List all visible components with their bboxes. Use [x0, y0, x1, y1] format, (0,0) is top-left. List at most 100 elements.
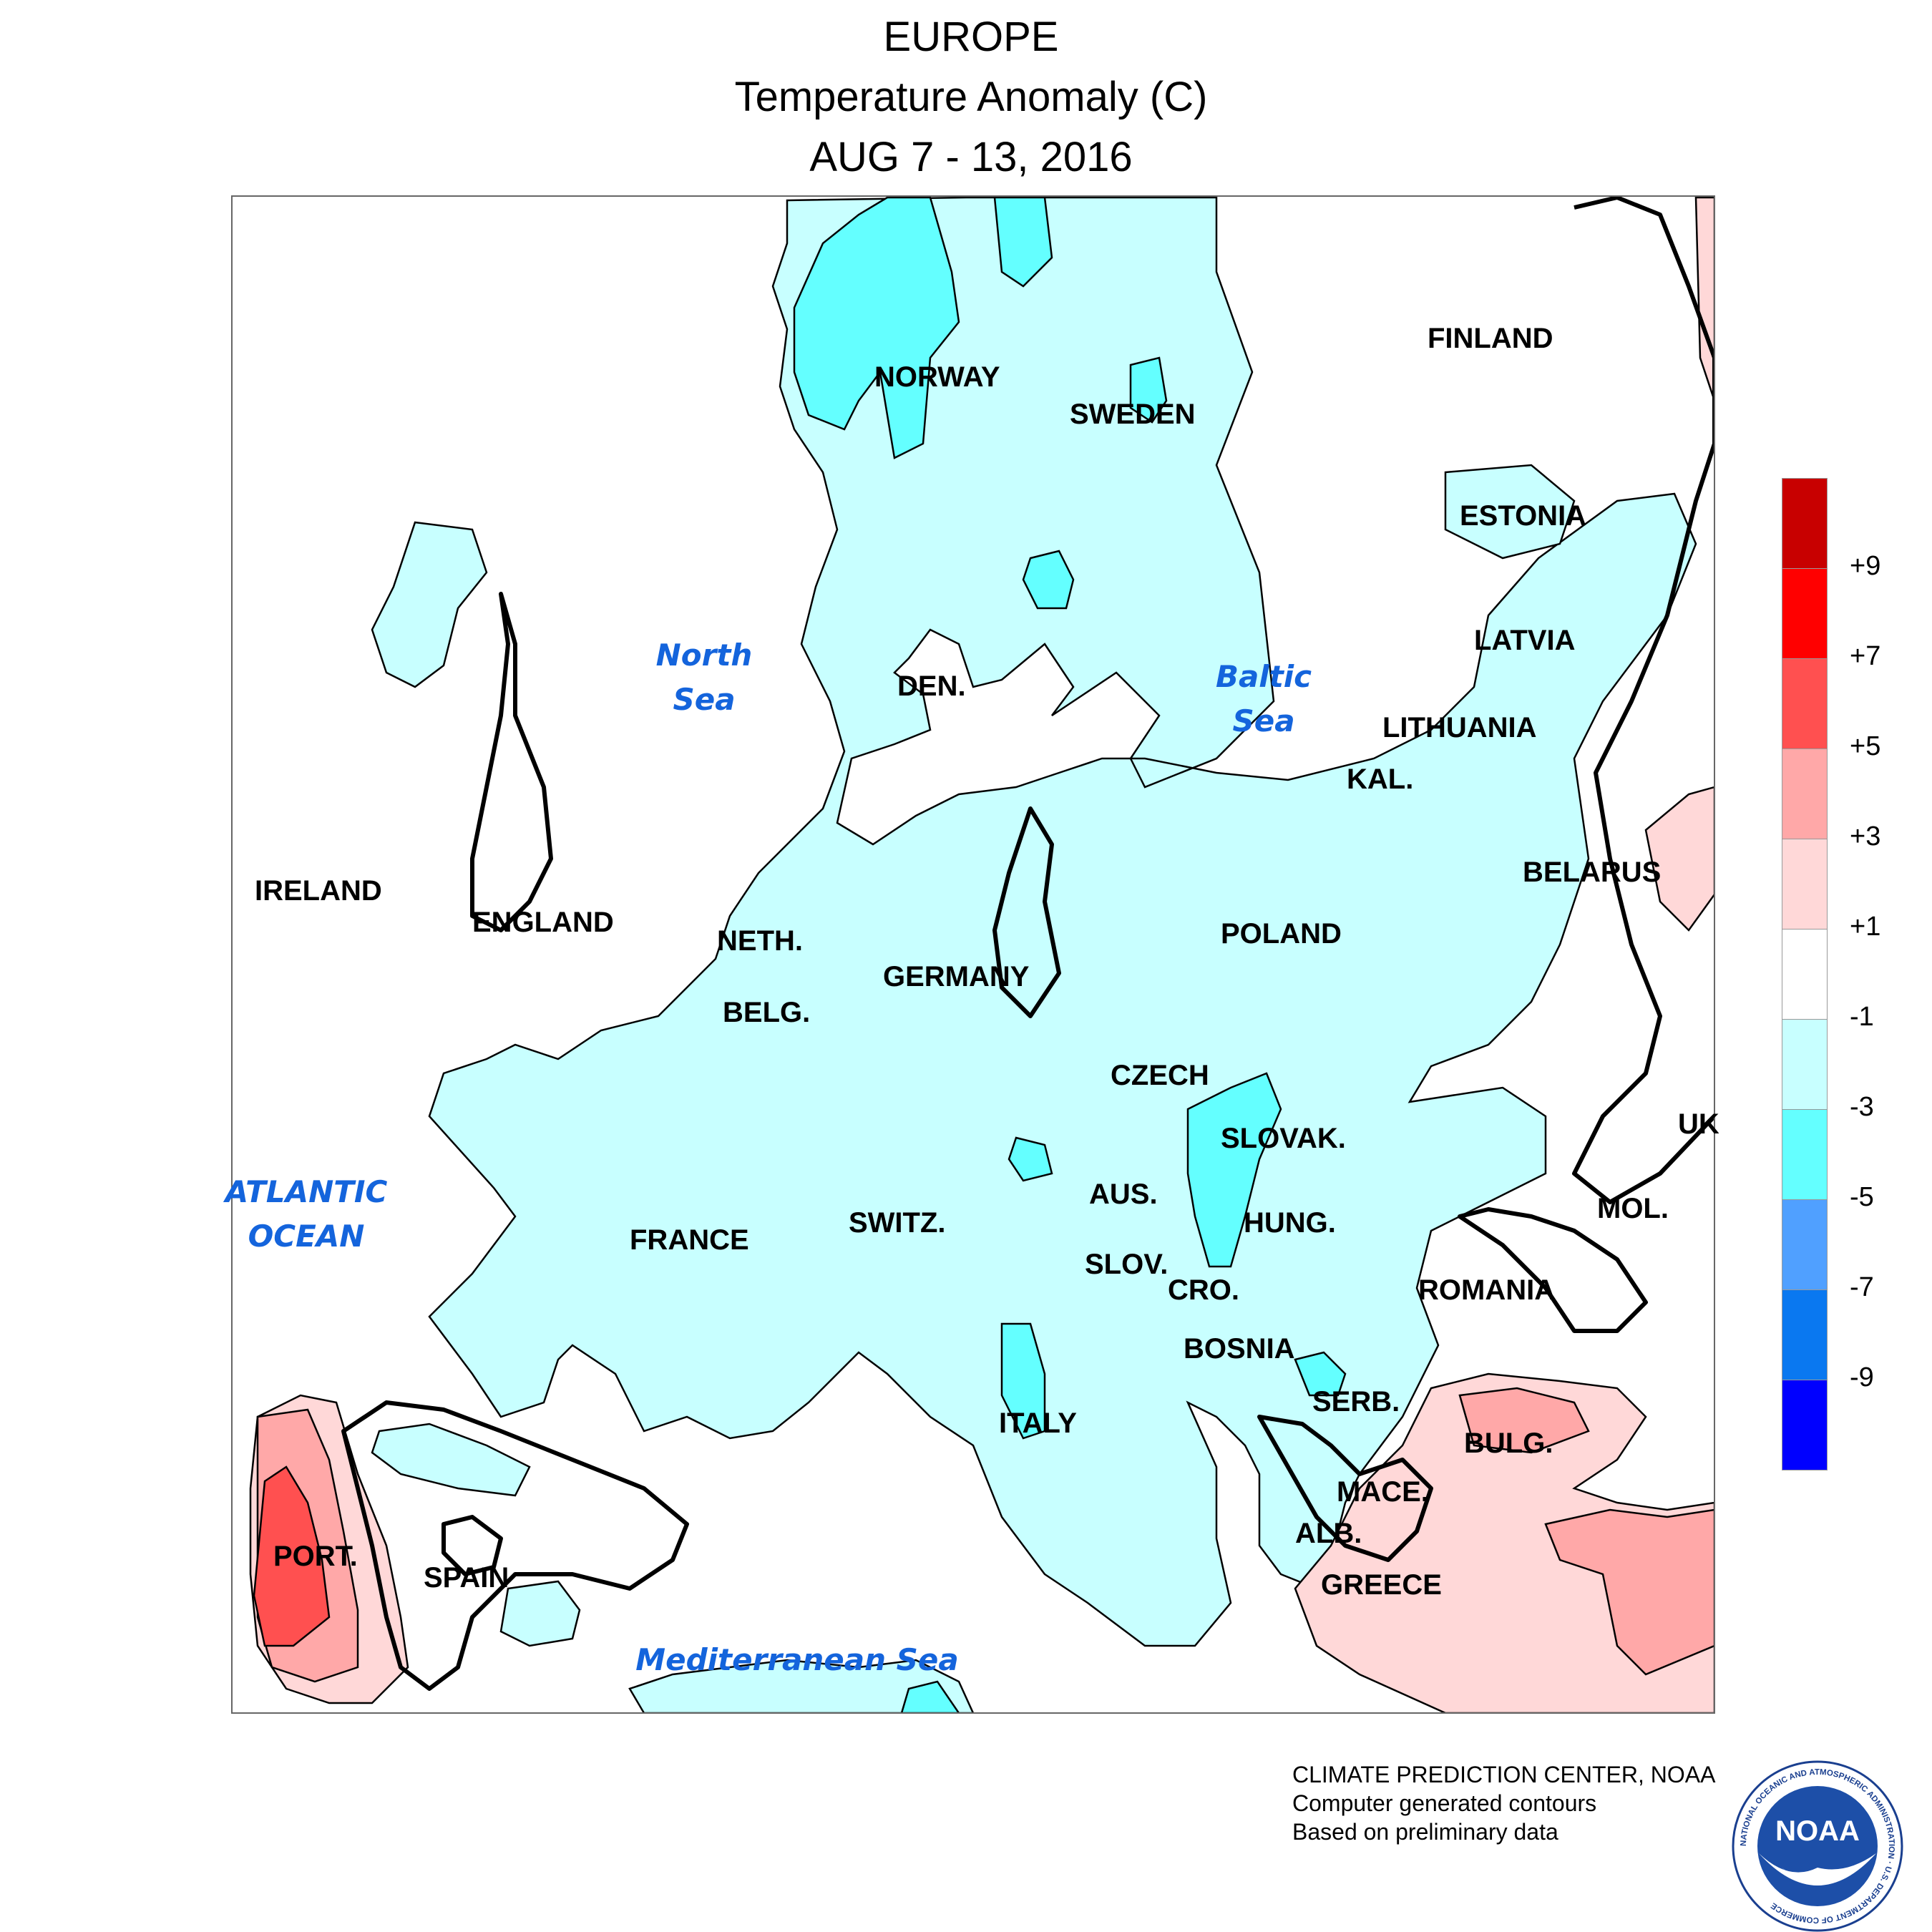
label-bosnia: BOSNIA — [1184, 1333, 1295, 1365]
label-latvia: LATVIA — [1474, 625, 1575, 656]
zero-contour-spain-interior — [441, 1515, 503, 1576]
legend-swatch — [1782, 748, 1828, 839]
label-switzerland: SWITZ. — [849, 1207, 946, 1239]
label-norway: NORWAY — [874, 361, 1000, 393]
cold-patch-norway-north — [993, 196, 1053, 288]
zero-contours — [341, 196, 1714, 1691]
label-belarus: BELARUS — [1523, 857, 1661, 888]
credit-line-3: Based on preliminary data — [1292, 1819, 1558, 1845]
legend-swatch — [1782, 1109, 1828, 1200]
label-moldova: MOL. — [1597, 1193, 1669, 1224]
label-finland: FINLAND — [1428, 323, 1553, 354]
legend-tick-label: -1 — [1850, 1002, 1874, 1032]
label-romania: ROMANIA — [1418, 1274, 1555, 1306]
legend-swatch — [1782, 1019, 1828, 1110]
cold-patch-italy — [1000, 1322, 1046, 1440]
label-ukraine: UK — [1678, 1108, 1719, 1140]
warmer-region-bulgaria — [1458, 1387, 1590, 1454]
legend-tick-label: -7 — [1850, 1272, 1874, 1302]
noaa-logo: NOAA NATIONAL OCEANIC AND ATMOSPHERIC AD… — [1732, 1760, 1903, 1932]
zero-contour-iberia — [341, 1400, 689, 1691]
label-austria: AUS. — [1089, 1179, 1158, 1210]
hot-region-portugal — [253, 1465, 331, 1647]
cold-patch-serbia — [1294, 1351, 1347, 1397]
label-hungary: HUNG. — [1244, 1207, 1336, 1239]
label-macedonia: MACE. — [1337, 1476, 1429, 1508]
cool-region-spain — [371, 1423, 531, 1497]
legend-colorbar — [1782, 478, 1828, 1470]
legend-tick-label: -9 — [1850, 1362, 1874, 1392]
cold-patch-norway — [793, 196, 960, 459]
label-atlantic-line2: OCEAN — [248, 1219, 365, 1254]
legend-swatch — [1782, 929, 1828, 1020]
warmer-region-turkey — [1544, 1508, 1714, 1676]
label-albania: ALB. — [1295, 1518, 1362, 1549]
legend-swatch — [1782, 478, 1828, 569]
noaa-logo-text: NOAA — [1775, 1815, 1860, 1847]
label-croatia: CRO. — [1168, 1274, 1239, 1306]
zero-contour-greece — [1257, 1415, 1433, 1562]
label-kaliningrad: KAL. — [1347, 763, 1413, 795]
legend-tick-label: +1 — [1850, 912, 1881, 942]
zero-contour-england — [470, 592, 553, 932]
cool-region-estonia — [1444, 464, 1576, 560]
legend-tick-label: +9 — [1850, 551, 1881, 581]
label-estonia: ESTONIA — [1460, 500, 1586, 532]
label-baltic-sea-line2: Sea — [1232, 703, 1294, 738]
legend-swatch — [1782, 1380, 1828, 1470]
legend-tick-label: -5 — [1850, 1182, 1874, 1212]
cool-region-scotland — [371, 521, 488, 688]
legend-swatch — [1782, 568, 1828, 659]
cold-patch-slovakia — [1186, 1072, 1282, 1268]
legend-tick-label: -3 — [1850, 1092, 1874, 1122]
legend-swatch — [1782, 839, 1828, 930]
zero-contour-germany-east — [992, 806, 1061, 1018]
legend-swatch — [1782, 1199, 1828, 1290]
label-ireland: IRELAND — [255, 875, 382, 907]
map-frame — [231, 195, 1715, 1714]
legend-tick-label: +5 — [1850, 731, 1881, 761]
label-mediterranean: Mediterranean Sea — [635, 1642, 958, 1677]
label-netherlands: NETH. — [717, 925, 803, 957]
cool-region-spain-south — [499, 1580, 581, 1647]
cold-patch-alps — [1008, 1136, 1053, 1182]
label-czech: CZECH — [1111, 1060, 1209, 1091]
label-bulgaria: BULG. — [1464, 1428, 1553, 1459]
label-france: FRANCE — [630, 1224, 749, 1256]
label-slovenia: SLOV. — [1085, 1249, 1168, 1280]
zero-contour-east — [1572, 196, 1714, 1204]
label-north-sea-line1: North — [656, 638, 753, 673]
map-title: EUROPE — [883, 14, 1059, 60]
legend-tick-label: +3 — [1850, 821, 1881, 852]
anomaly-shading — [249, 196, 1714, 1713]
label-england: ENGLAND — [472, 907, 614, 938]
label-slovakia: SLOVAK. — [1221, 1123, 1346, 1154]
label-belgium: BELG. — [723, 997, 810, 1028]
label-portugal: PORT. — [273, 1541, 358, 1572]
label-lithuania: LITHUANIA — [1382, 712, 1537, 743]
country-labels: NORWAY SWEDEN FINLAND ESTONIA LATVIA LIT… — [255, 323, 1719, 1601]
map-date-range: AUG 7 - 13, 2016 — [809, 134, 1133, 180]
legend-tick-label: +7 — [1850, 641, 1881, 671]
label-italy: ITALY — [999, 1407, 1077, 1439]
label-spain: SPAIN — [424, 1562, 509, 1594]
credit-line-1: CLIMATE PREDICTION CENTER, NOAA — [1292, 1762, 1716, 1787]
credit-line-2: Computer generated contours — [1292, 1790, 1597, 1816]
map-subtitle: Temperature Anomaly (C) — [734, 74, 1208, 120]
label-germany: GERMANY — [883, 961, 1030, 992]
cold-patch-sweden-south — [1022, 550, 1075, 610]
label-north-sea-line2: Sea — [673, 682, 735, 717]
label-sweden: SWEDEN — [1070, 399, 1196, 430]
legend-swatch — [1782, 658, 1828, 749]
water-labels: North Sea Baltic Sea ATLANTIC OCEAN Medi… — [223, 638, 1312, 1677]
label-atlantic-line1: ATLANTIC — [223, 1174, 388, 1209]
cool-region-africa — [628, 1659, 975, 1713]
label-denmark: DEN. — [897, 670, 966, 702]
label-poland: POLAND — [1221, 918, 1342, 950]
label-baltic-sea-line1: Baltic — [1216, 659, 1312, 694]
warm-region-belarus — [1644, 786, 1714, 932]
cold-patch-sweden — [1129, 356, 1168, 424]
zero-contour-romania — [1458, 1207, 1648, 1333]
cold-patch-africa — [900, 1680, 960, 1713]
